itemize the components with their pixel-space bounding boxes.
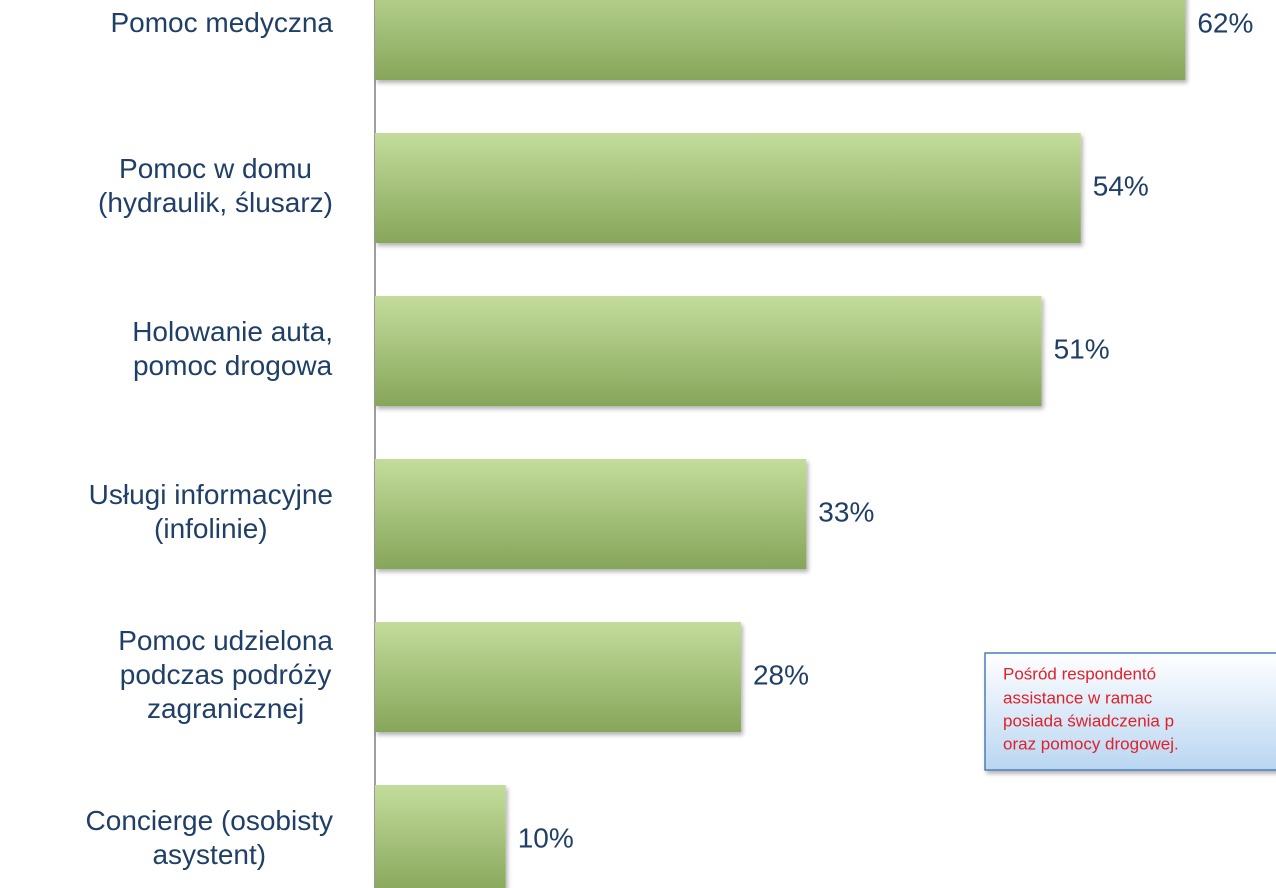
category-label: Pomoc w domu (hydraulik, ślusarz) (98, 153, 333, 218)
bar (375, 0, 1186, 80)
value-label: 28% (753, 659, 809, 690)
category-label: Usługi informacyjne (infolinie) (89, 479, 333, 544)
value-label: 10% (518, 822, 574, 853)
value-label: 54% (1093, 170, 1149, 201)
note-text: assistance w ramac (1003, 688, 1153, 707)
note-text: oraz pomocy drogowej. (1003, 734, 1179, 753)
note-text: posiada świadczenia p (1003, 711, 1174, 730)
note-box (984, 652, 1276, 771)
bar (375, 622, 741, 732)
bar (375, 133, 1081, 243)
category-label: Holowanie auta, pomoc drogowa (132, 316, 333, 381)
category-label: Concierge (osobisty asystent) (86, 805, 333, 870)
value-label: 62% (1197, 7, 1253, 38)
value-label: 33% (818, 496, 874, 527)
category-label: Pomoc udzielona podczas podróży zagraniczn… (118, 625, 333, 724)
bar (375, 785, 506, 888)
value-label: 51% (1054, 333, 1110, 364)
bar (375, 296, 1042, 406)
note-text: Pośród respondentó (1003, 664, 1156, 683)
category-label: Pomoc medyczna (110, 7, 333, 38)
bar (375, 459, 807, 569)
